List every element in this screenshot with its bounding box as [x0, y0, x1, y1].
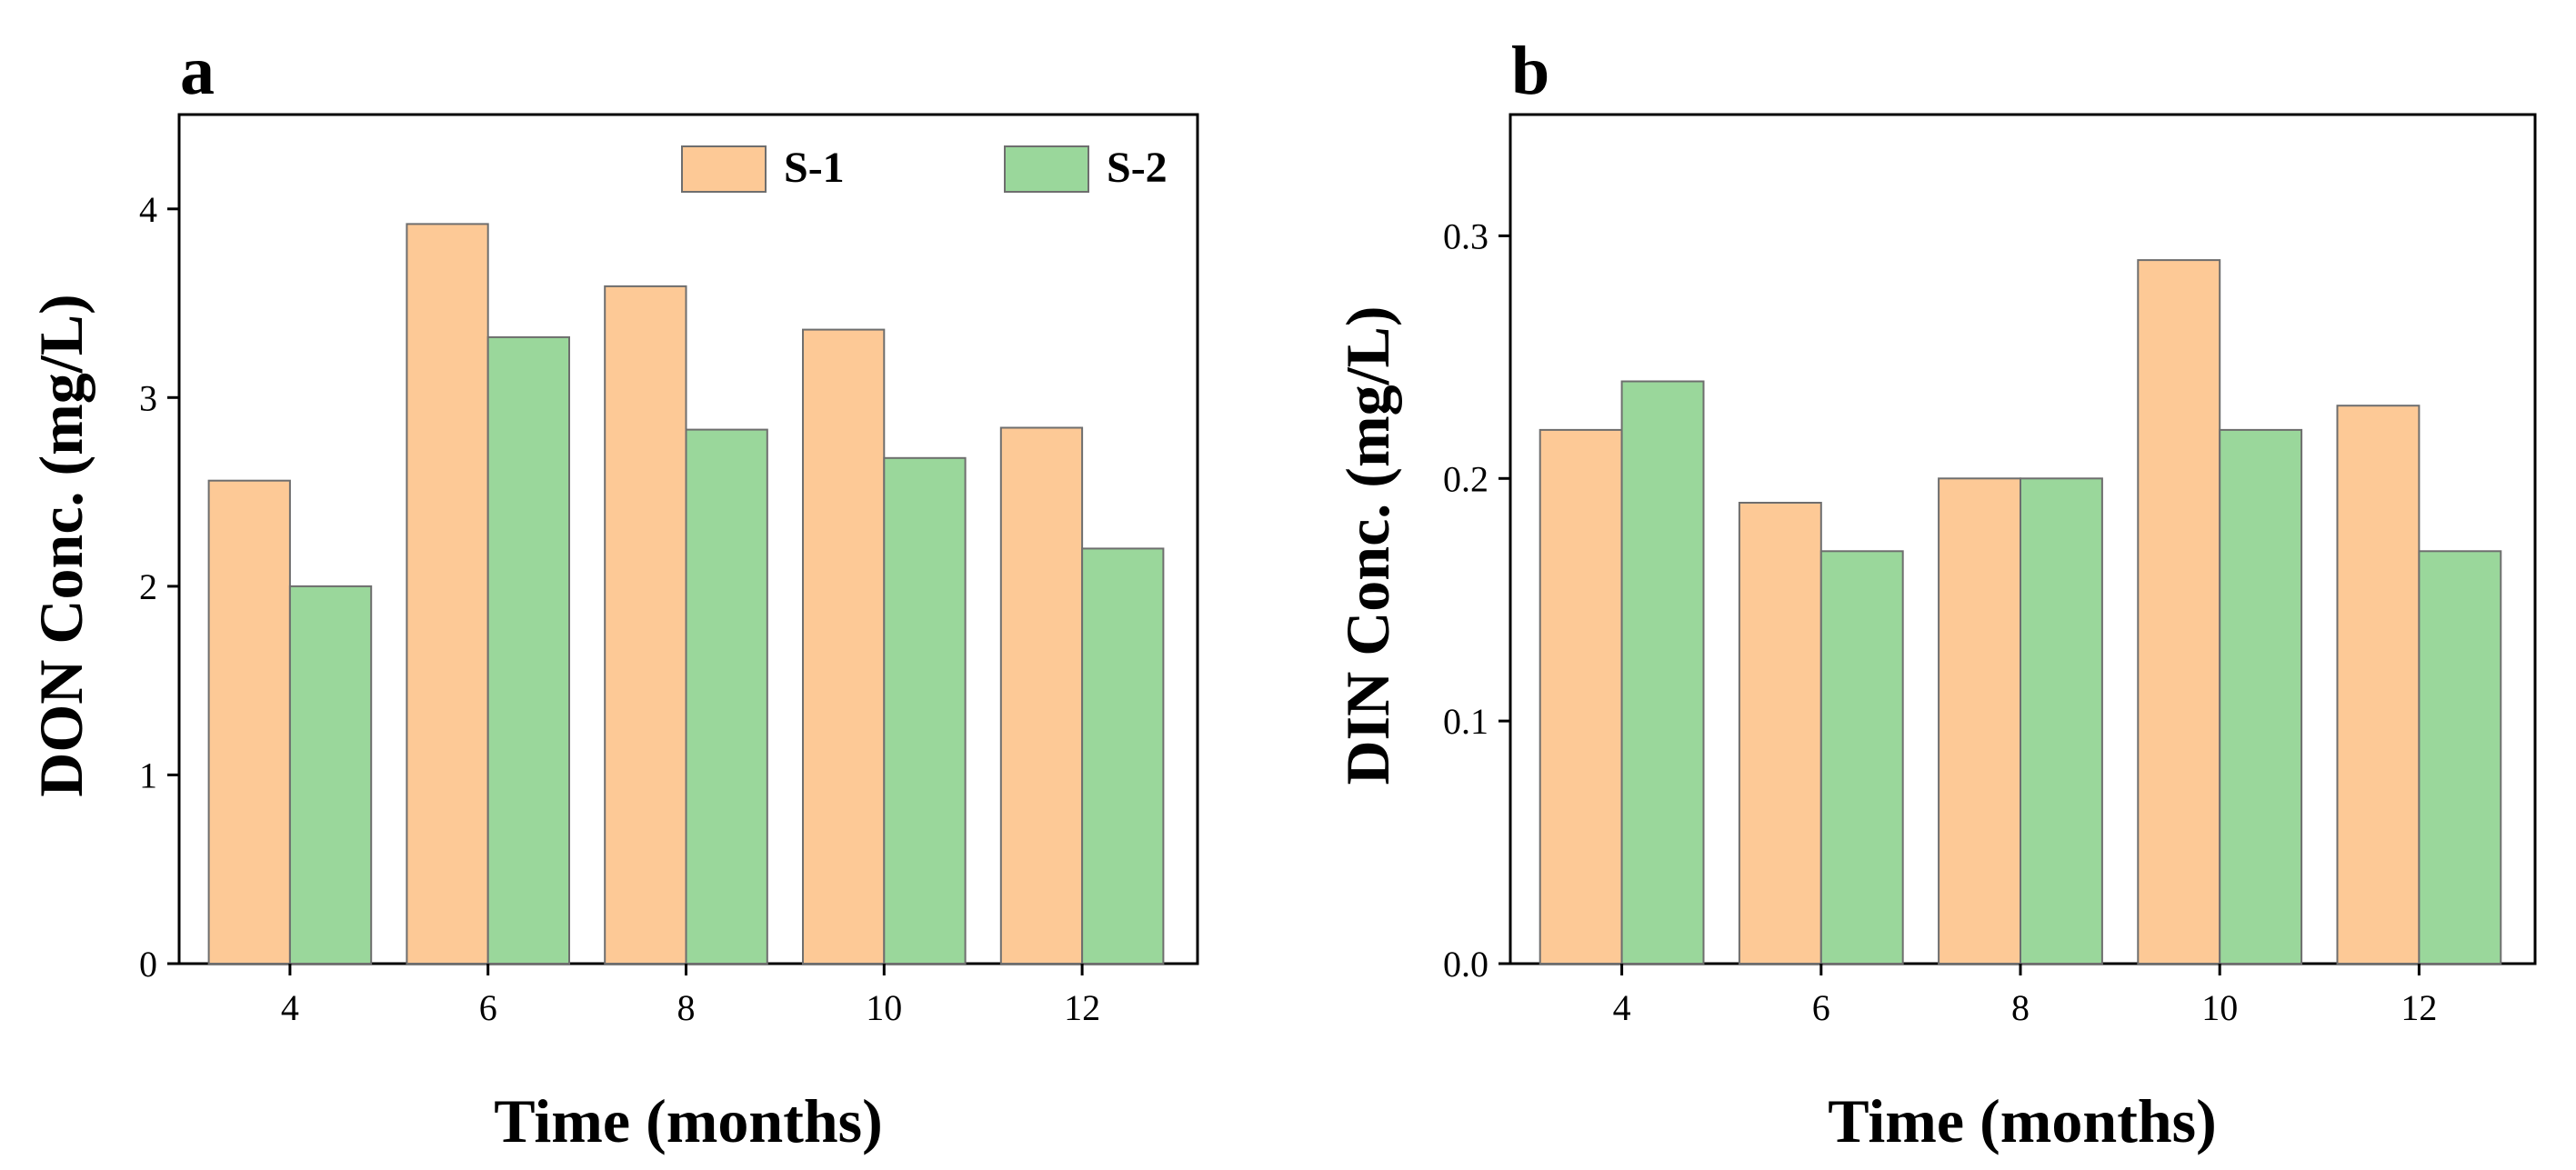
- bar-b-s-2-month-6: [1819, 550, 1904, 965]
- x-axis-ticks-a: 4 6 8 10 12: [281, 964, 1100, 1028]
- y-tick-label-b-0.2: 0.2: [1443, 458, 1488, 499]
- bar-a-s-2-month-8: [685, 428, 768, 965]
- bar-a-s-1-month-12: [999, 426, 1084, 965]
- x-tick-label-b-6: 6: [1812, 987, 1830, 1028]
- y-tick-label-a-3: 3: [139, 377, 157, 418]
- y-tick-label-a-0: 0: [139, 944, 157, 985]
- x-axis-title-a: Time (months): [494, 1086, 883, 1155]
- panel-letter-b: b: [1511, 33, 1549, 109]
- x-axis-ticks-b: 4 6 8 10 12: [1613, 964, 2437, 1028]
- x-tick-label-b-8: 8: [2011, 987, 2030, 1028]
- x-tick-label-a-8: 8: [677, 987, 696, 1028]
- bar-b-s-1-month-6: [1738, 502, 1822, 965]
- y-tick-label-b-0.0: 0.0: [1443, 944, 1488, 985]
- x-axis-title-b: Time (months): [1828, 1086, 2217, 1155]
- bars-a: [207, 223, 1165, 965]
- y-axis-ticks-a: 0 1 2 3 4: [139, 189, 179, 985]
- x-tick-label-b-4: 4: [1613, 987, 1631, 1028]
- bar-a-s-1-month-8: [604, 285, 687, 965]
- bar-a-s-2-month-10: [883, 456, 967, 965]
- x-tick-label-a-6: 6: [479, 987, 497, 1028]
- x-tick-label-b-12: 12: [2401, 987, 2437, 1028]
- y-axis-ticks-b: 0.0 0.1 0.2 0.3: [1443, 215, 1510, 985]
- y-axis-title-a: DON Conc. (mg/L): [26, 294, 95, 796]
- bar-b-s-1-month-8: [1938, 477, 2022, 965]
- y-axis-title-b: DIN Conc. (mg/L): [1333, 306, 1402, 785]
- bar-b-s-1-month-12: [2336, 405, 2421, 965]
- y-tick-label-a-4: 4: [139, 189, 157, 230]
- bar-a-s-1-month-10: [802, 328, 886, 965]
- bar-a-s-1-month-4: [207, 479, 291, 965]
- legend-label-s1: S-1: [784, 144, 845, 192]
- bar-a-s-2-month-6: [486, 335, 571, 965]
- x-tick-label-a-12: 12: [1064, 987, 1100, 1028]
- y-tick-label-b-0.3: 0.3: [1443, 215, 1488, 256]
- bar-b-s-1-month-10: [2137, 259, 2221, 965]
- y-tick-label-a-1: 1: [139, 755, 157, 795]
- panel-b: b 0.0 0.1 0.2 0.3 4 6 8 10 12 Time (months) DIN…: [1333, 33, 2537, 1155]
- bar-a-s-2-month-12: [1081, 547, 1165, 965]
- bar-b-s-2-month-4: [1620, 380, 1705, 965]
- legend-swatch-s1: [681, 145, 767, 193]
- y-tick-label-b-0.1: 0.1: [1443, 701, 1488, 742]
- bar-b-s-2-month-12: [2418, 550, 2502, 965]
- x-tick-label-a-10: 10: [866, 987, 902, 1028]
- y-tick-label-a-2: 2: [139, 566, 157, 607]
- panel-letter-a: a: [180, 33, 215, 109]
- x-tick-label-a-4: 4: [281, 987, 299, 1028]
- bar-b-s-2-month-10: [2219, 428, 2303, 965]
- bar-a-s-1-month-6: [406, 223, 489, 965]
- bar-b-s-1-month-4: [1539, 428, 1623, 965]
- x-tick-label-b-10: 10: [2201, 987, 2238, 1028]
- bar-b-s-2-month-8: [2020, 477, 2103, 965]
- bars-b: [1539, 259, 2502, 965]
- legend-swatch-s2: [1004, 145, 1089, 193]
- legend-label-s2: S-2: [1107, 144, 1168, 192]
- bar-a-s-2-month-4: [288, 585, 373, 965]
- legend-a: S-1 S-2: [681, 144, 1168, 193]
